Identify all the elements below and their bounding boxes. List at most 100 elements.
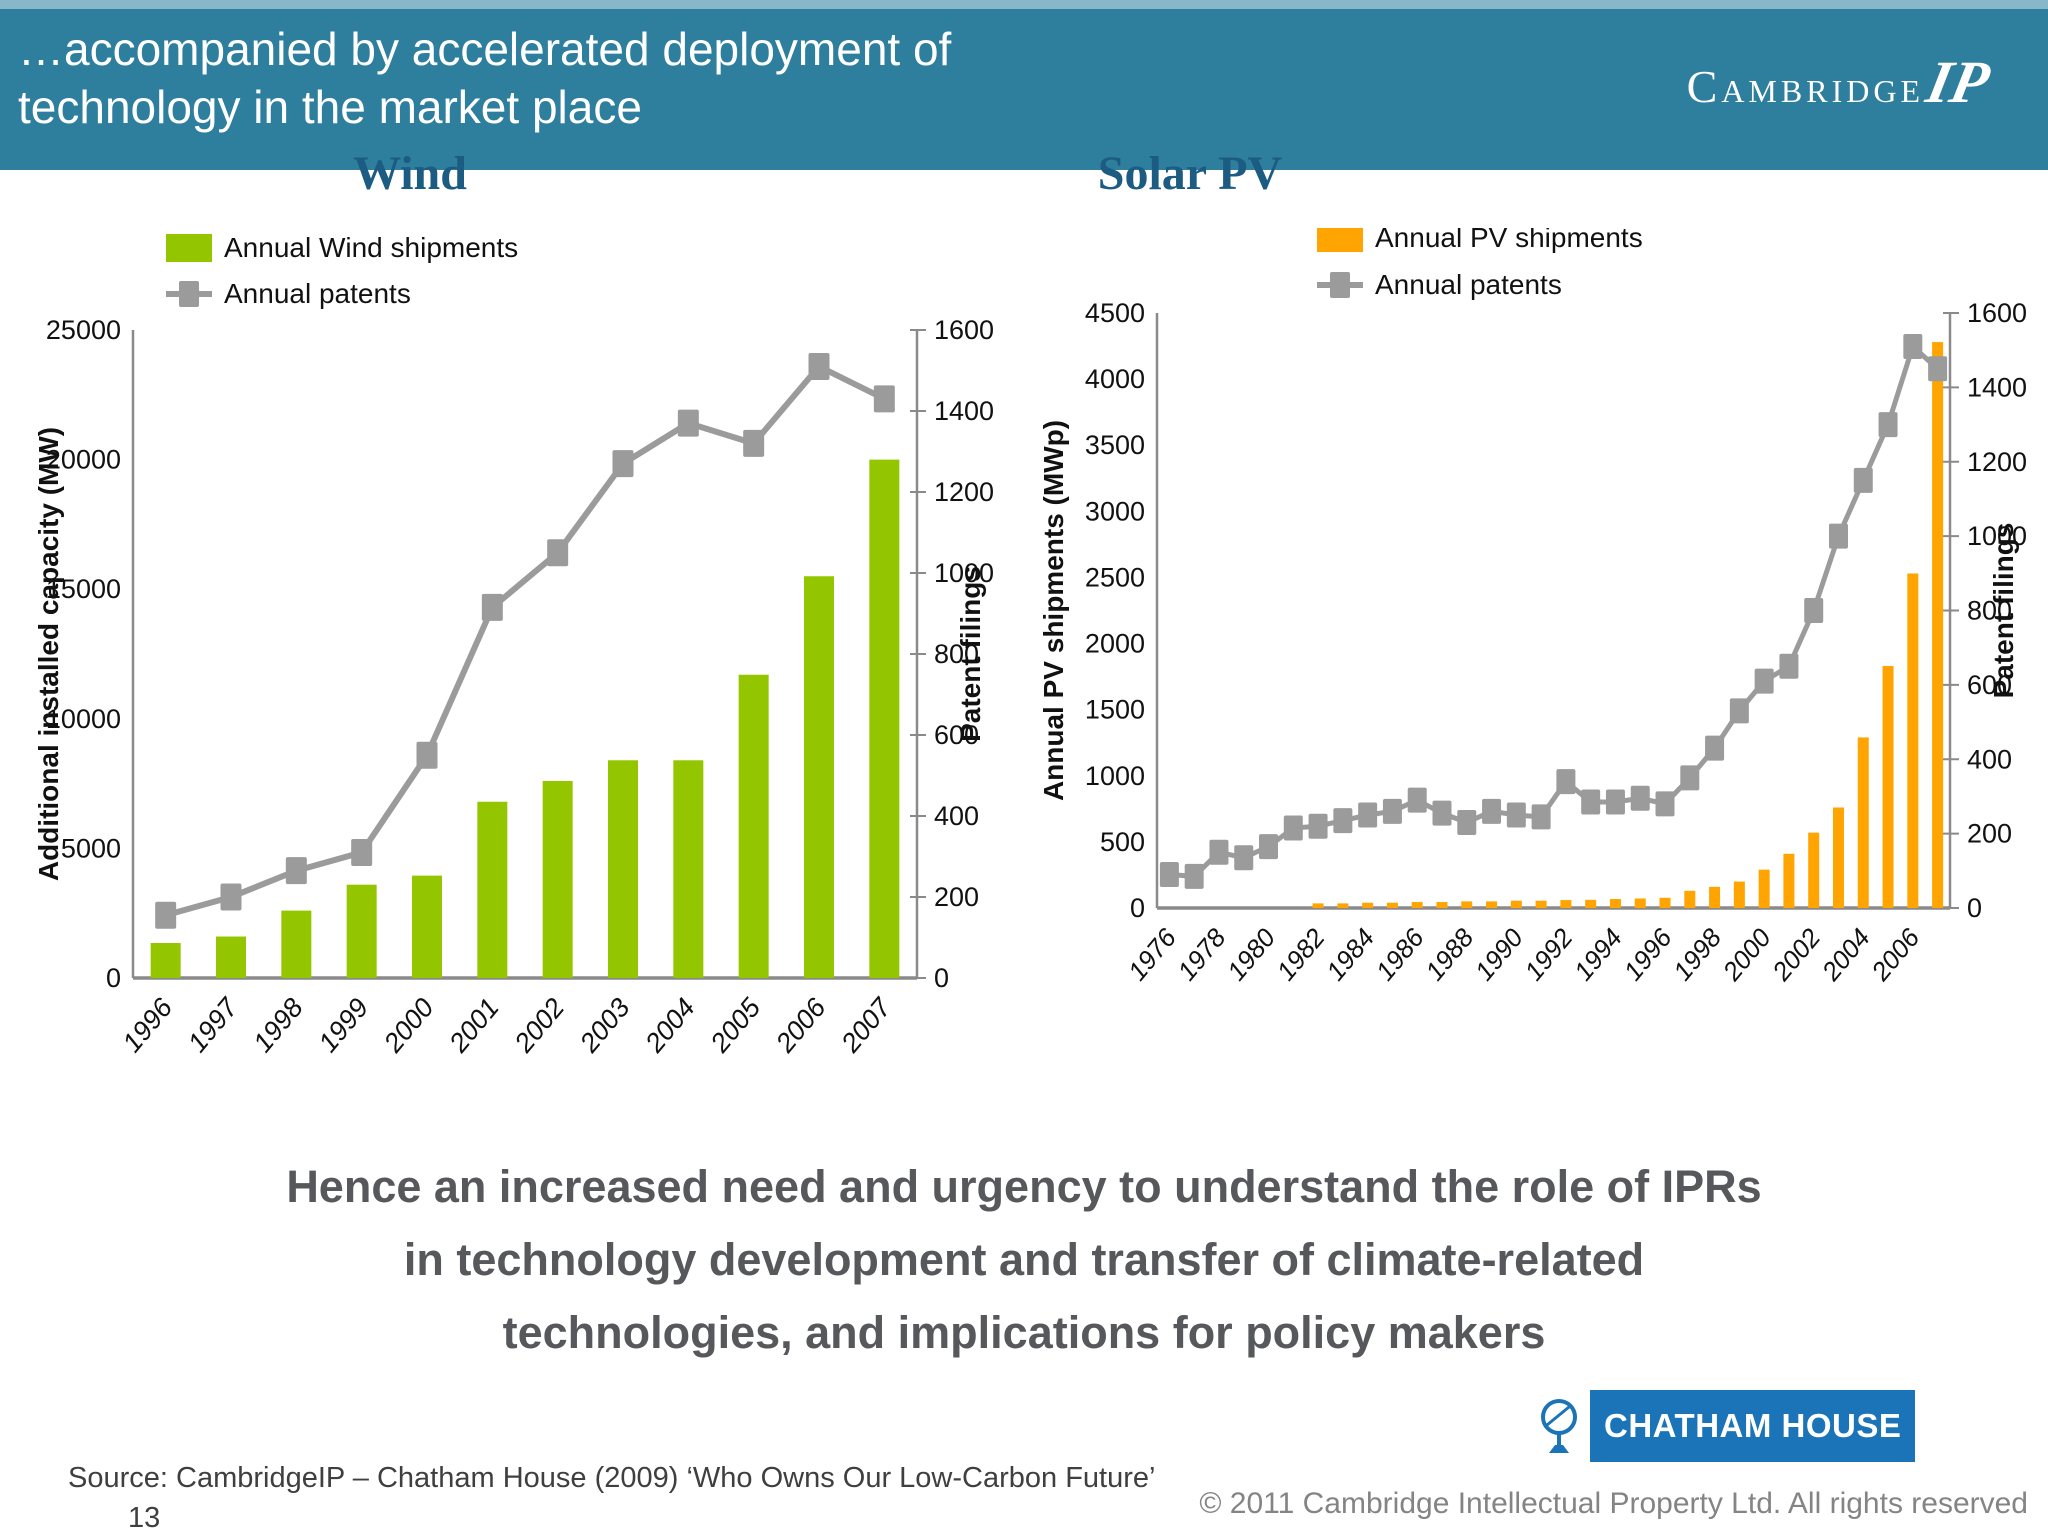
slide-title-line1: …accompanied by accelerated deployment o… (18, 23, 952, 75)
svg-text:1978: 1978 (1171, 922, 1232, 986)
svg-text:400: 400 (1967, 744, 2012, 774)
svg-text:1996: 1996 (117, 992, 179, 1058)
shipment-bars (1312, 342, 1944, 909)
svg-text:2002: 2002 (508, 993, 570, 1059)
svg-text:2007: 2007 (835, 992, 898, 1059)
svg-text:10000: 10000 (46, 704, 121, 734)
svg-text:Patent filings: Patent filings (1988, 523, 2019, 699)
key-message-line2: in technology development and transfer o… (403, 1234, 1645, 1285)
key-message-line1: Hence an increased need and urgency to u… (286, 1161, 1762, 1212)
svg-text:1976: 1976 (1122, 922, 1183, 986)
svg-text:Annual PV shipments: Annual PV shipments (1375, 228, 1643, 253)
svg-text:20000: 20000 (46, 445, 121, 475)
svg-text:Annual Wind shipments: Annual Wind shipments (224, 232, 518, 263)
wind-chart-title: Wind (353, 147, 467, 200)
source-citation: Source: CambridgeIP – Chatham House (200… (68, 1462, 1156, 1494)
svg-text:Annual patents: Annual patents (1375, 269, 1562, 300)
patent-line (1159, 333, 1948, 889)
svg-text:2006: 2006 (1865, 922, 1926, 987)
wind-chart: 0 5000 10000 15000 20000 25000 0 200 400 600 800 10… (28, 228, 1028, 1108)
key-message-line3: technologies, and implications for polic… (502, 1307, 1546, 1358)
axes: 0 5000 10000 15000 20000 25000 0 200 400 600 800 10… (46, 315, 994, 993)
svg-text:2005: 2005 (704, 992, 767, 1059)
svg-text:Patent filings: Patent filings (955, 566, 986, 742)
svg-text:1996: 1996 (1617, 922, 1678, 986)
svg-text:1600: 1600 (934, 315, 994, 345)
legend: Annual Wind shipments Annual patents (166, 232, 518, 309)
header-band (0, 9, 2048, 170)
svg-text:Annual PV shipments (MWp): Annual PV shipments (MWp) (1038, 420, 1069, 801)
solar-pv-chart-svg: 0 500 1000 1500 2000 2500 3000 3500 4000 4500 0 200… (1038, 222, 2027, 987)
svg-text:600: 600 (934, 720, 979, 750)
axis-titles: Annual PV shipments (MWp) Patent filings (1038, 420, 2019, 801)
copyright-notice: © 2011 Cambridge Intellectual Property L… (1199, 1487, 2028, 1520)
svg-text:2002: 2002 (1765, 922, 1826, 987)
svg-text:2001: 2001 (443, 993, 505, 1059)
svg-text:1997: 1997 (182, 992, 244, 1058)
chatham-house-logo: CHATHAM HOUSE (1528, 1390, 1916, 1462)
chatham-globe-icon (1528, 1390, 1590, 1462)
svg-text:1600: 1600 (1967, 298, 2027, 328)
solar-chart-title: Solar PV (1097, 147, 1283, 200)
svg-text:800: 800 (934, 639, 979, 669)
svg-text:1400: 1400 (934, 396, 994, 426)
svg-text:0: 0 (1967, 893, 1982, 923)
svg-text:1998: 1998 (1667, 922, 1728, 986)
svg-text:200: 200 (934, 882, 979, 912)
svg-text:1200: 1200 (1967, 447, 2027, 477)
svg-text:2000: 2000 (1085, 629, 1145, 659)
svg-text:1400: 1400 (1967, 372, 2027, 402)
x-axis-year-labels: 1976197819801982198419861988199019921994… (1122, 922, 1926, 987)
svg-text:1980: 1980 (1221, 922, 1282, 986)
svg-text:400: 400 (934, 801, 979, 831)
svg-text:1990: 1990 (1469, 922, 1530, 986)
cambridge-ip-logo: Cambridge IP (1686, 48, 1995, 117)
svg-text:15000: 15000 (46, 574, 121, 604)
axes: 0 500 1000 1500 2000 2500 3000 3500 4000 4500 0 200… (1085, 298, 2027, 923)
x-axis-year-labels: 1996 1997 1998 1999 2000 2001 2002 2003 2004 2005… (117, 992, 898, 1059)
svg-text:2004: 2004 (639, 993, 701, 1059)
axis-titles: Additional installed capacity (MW) Patent… (33, 427, 986, 881)
svg-text:600: 600 (1967, 670, 2012, 700)
header-banner: …accompanied by accelerated deployment o… (0, 0, 2048, 170)
chatham-logo-text: CHATHAM HOUSE (1590, 1390, 1916, 1462)
svg-text:1988: 1988 (1419, 922, 1480, 986)
svg-text:4000: 4000 (1085, 364, 1145, 394)
page-number: 13 (128, 1502, 161, 1534)
key-message: Hence an increased need and urgency to u… (0, 1150, 2048, 1369)
svg-text:3500: 3500 (1085, 430, 1145, 460)
svg-text:1000: 1000 (1085, 761, 1145, 791)
cambridge-logo-ip: IP (1921, 49, 1996, 115)
header-top-strip (0, 0, 2048, 9)
svg-text:1200: 1200 (934, 477, 994, 507)
svg-text:1999: 1999 (313, 993, 375, 1058)
svg-text:0: 0 (106, 963, 121, 993)
legend: Annual PV shipments Annual patents (1317, 222, 1643, 300)
svg-text:1500: 1500 (1085, 695, 1145, 725)
svg-text:2000: 2000 (1716, 922, 1777, 987)
svg-text:800: 800 (1967, 596, 2012, 626)
svg-text:1000: 1000 (934, 558, 994, 588)
wind-chart-svg: 0 5000 10000 15000 20000 25000 0 200 400 600 800 10… (33, 232, 994, 1059)
svg-text:1986: 1986 (1370, 922, 1431, 986)
shipment-bars (150, 459, 900, 979)
svg-text:1000: 1000 (1967, 521, 2027, 551)
svg-text:200: 200 (1967, 819, 2012, 849)
svg-text:Annual patents: Annual patents (224, 278, 411, 309)
svg-text:0: 0 (1130, 893, 1145, 923)
svg-text:25000: 25000 (46, 315, 121, 345)
svg-text:1992: 1992 (1518, 922, 1579, 986)
svg-text:1994: 1994 (1568, 923, 1628, 987)
solar-pv-chart: 0 500 1000 1500 2000 2500 3000 3500 4000 4500 0 200… (1035, 222, 2048, 1108)
svg-text:1982: 1982 (1271, 922, 1332, 986)
svg-text:2500: 2500 (1085, 562, 1145, 592)
svg-text:Additional installed capacity: Additional installed capacity (MW) (33, 427, 64, 881)
slide-title: …accompanied by accelerated deployment o… (18, 20, 951, 136)
slide-title-line2: technology in the market place (18, 81, 642, 133)
svg-text:0: 0 (934, 963, 949, 993)
svg-text:1998: 1998 (247, 993, 309, 1058)
svg-text:2004: 2004 (1815, 923, 1876, 987)
svg-text:5000: 5000 (61, 833, 121, 863)
cambridge-logo-word: Cambridge (1686, 61, 1924, 112)
